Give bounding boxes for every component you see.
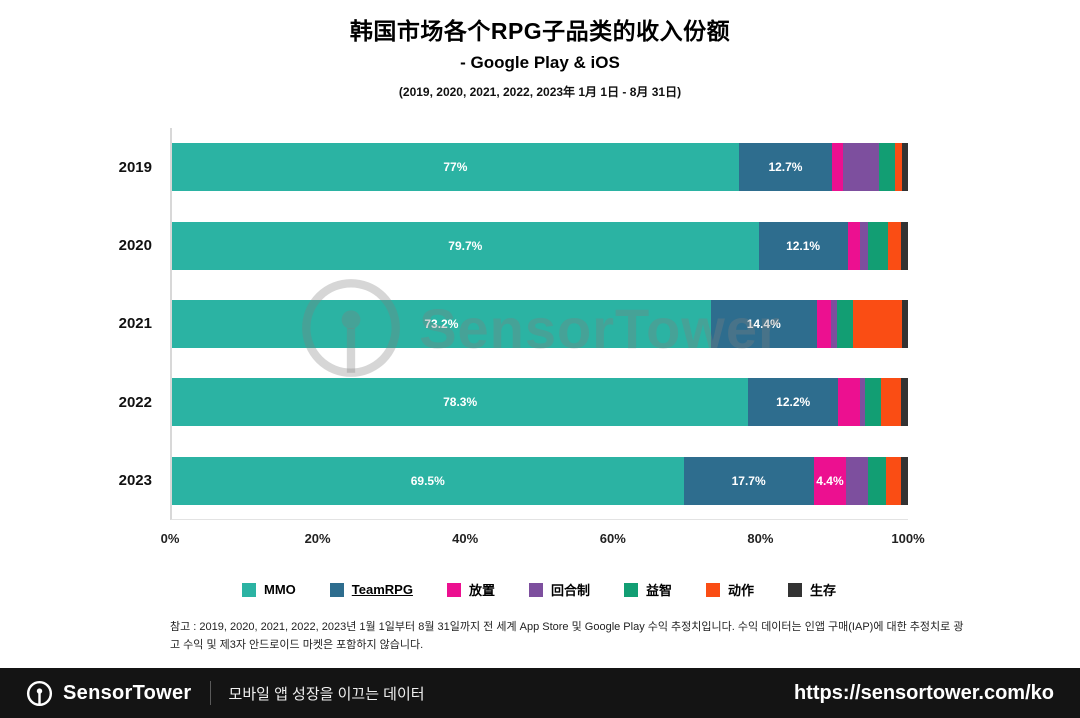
bar-segment-益智 [868,456,886,505]
y-axis-label-2022: 2022 [118,393,152,411]
bar-segment-生存 [902,299,908,348]
stacked-bar-2023: 69.5% 17.7% 4.4% [172,456,908,505]
legend-item-TeamRPG: TeamRPG [329,580,413,599]
y-axis-label-2020: 2020 [118,237,152,255]
sensortower-logo-icon [26,680,53,707]
bar-segment-生存 [900,378,908,427]
bar-segment-生存 [900,456,908,505]
legend-swatch-益智 [623,582,638,597]
stacked-bar-2020: 79.7% 12.1% [172,221,908,270]
bar-segment-TeamRPG: 12.2% [748,378,839,427]
bar-segment-MMO: 77% [172,143,739,192]
legend-swatch-动作 [705,582,720,597]
x-axis-tick-80%: 80% [747,531,774,546]
bar-segment-动作 [885,456,901,505]
bar-row-2023: 69.5% 17.7% 4.4% [172,442,908,520]
bar-segment-动作 [888,221,901,270]
legend-item-动作: 动作 [705,580,754,599]
page-subtitle: - Google Play & iOS [460,53,620,72]
bar-segment-回合制 [831,299,837,348]
bar-segment-回合制 [843,143,879,192]
stacked-bar-2019: 77% 12.7% [172,143,908,192]
legend-item-生存: 生存 [788,580,836,599]
bar-row-2019: 77% 12.7% [172,128,908,206]
x-axis-tick-20%: 20% [304,531,331,546]
legend-swatch-TeamRPG [329,582,344,597]
x-axis-tick-0%: 0% [160,531,180,546]
legend-swatch-放置 [446,582,461,597]
legend-label-放置: 放置 [468,583,495,598]
legend-swatch-回合制 [528,582,543,597]
footer-tagline: 모바일 앱 성장을 이끄는 데이터 [228,685,425,703]
bar-segment-MMO: 78.3% [172,378,749,427]
bar-segment-放置 [816,299,832,348]
stacked-bar-2021: 73.2% 14.4% [172,299,908,348]
y-axis-label-2023: 2023 [118,472,152,490]
bar-row-2021: 73.2% 14.4% [172,285,908,363]
page-title: 韩国市场各个RPG子品类的收入份额 [349,18,731,44]
footer-divider [209,681,211,705]
bar-segment-回合制 [860,221,869,270]
bar-segment-益智 [865,378,882,427]
legend: MMO TeamRPG 放置 回合制 益智 动作 生存 [170,580,908,599]
bar-segment-MMO: 79.7% [172,221,759,270]
x-axis-tick-100%: 100% [891,531,925,546]
bar-segment-动作 [881,378,901,427]
bar-segment-益智 [836,299,853,348]
footer-brand: SensorTower [63,681,192,704]
date-range: (2019, 2020, 2021, 2022, 2023年 1月 1日 - 8… [398,85,682,99]
legend-swatch-MMO [241,582,256,597]
footer-url-link[interactable]: https://sensortower.com/ko [793,681,1054,704]
stacked-bar-2022: 78.3% 12.2% [172,378,908,427]
bar-segment-回合制 [860,378,866,427]
legend-item-回合制: 回合制 [528,580,590,599]
x-axis-tick-40%: 40% [452,531,479,546]
bar-row-2020: 79.7% 12.1% [172,206,908,284]
y-axis-label-2021: 2021 [118,315,152,333]
y-axis-labels: 2019 2020 2021 2022 2023 [0,128,152,520]
legend-label-生存: 生存 [810,583,837,598]
bar-segment-放置: 4.4% [813,456,847,505]
plot-area: 77% 12.7% 79.7% 12.1% 73.2% 14.4% 78.3% 12.2% 69… [170,128,908,520]
bar-row-2022: 78.3% 12.2% [172,363,908,441]
footnote: 참고 : 2019, 2020, 2021, 2022, 2023년 1월 1일… [170,621,964,651]
x-axis-tick-60%: 60% [599,531,626,546]
legend-label-益智: 益智 [645,583,672,598]
bar-segment-动作 [894,143,903,192]
legend-label-TeamRPG: TeamRPG [351,582,413,597]
bar-segment-放置 [847,221,861,270]
bar-segment-动作 [852,299,903,348]
bar-segment-放置 [838,378,861,427]
legend-label-回合制: 回合制 [550,583,590,598]
legend-label-MMO: MMO [263,582,296,597]
bar-segment-生存 [900,221,908,270]
bar-segment-TeamRPG: 12.1% [758,221,848,270]
legend-item-益智: 益智 [623,580,672,599]
legend-item-MMO: MMO [241,580,296,599]
bar-segment-TeamRPG: 12.7% [738,143,833,192]
footer-bar: SensorTower 모바일 앱 성장을 이끄는 데이터 https://se… [0,668,1080,718]
bar-segment-益智 [878,143,895,192]
bar-segment-回合制 [846,456,869,505]
legend-label-动作: 动作 [727,583,754,598]
legend-swatch-生存 [788,582,802,597]
bar-segment-益智 [868,221,889,270]
bar-segment-MMO: 69.5% [172,456,684,505]
bar-segment-TeamRPG: 14.4% [710,299,817,348]
legend-item-放置: 放置 [446,580,495,599]
x-axis-ticks: 0% 20% 40% 60% 80% 100% [161,531,925,551]
bar-segment-TeamRPG: 17.7% [683,456,814,505]
bar-segment-放置 [832,143,844,192]
bar-segment-MMO: 73.2% [172,299,711,348]
bar-segment-生存 [902,143,908,192]
y-axis-label-2019: 2019 [118,158,152,176]
